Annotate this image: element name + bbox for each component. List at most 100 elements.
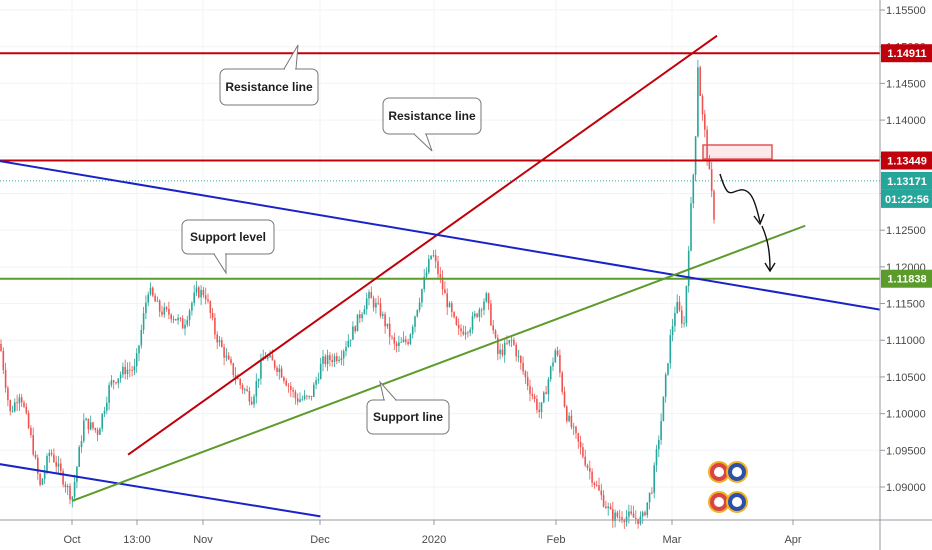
- flag-center: [732, 497, 742, 507]
- candle-body: [632, 513, 635, 518]
- candle-body: [250, 401, 253, 405]
- candle-body: [117, 378, 120, 384]
- candle-body: [416, 309, 419, 317]
- candle-body: [547, 379, 550, 395]
- event-flags[interactable]: [708, 461, 748, 513]
- candle-body: [257, 378, 260, 382]
- candle-body: [480, 309, 483, 311]
- candle-body: [538, 409, 540, 413]
- candle-body: [591, 471, 593, 483]
- candle-body: [522, 362, 524, 372]
- candle-body: [492, 325, 494, 331]
- candle-body: [140, 329, 143, 346]
- candle-body: [671, 326, 674, 336]
- candle-body: [701, 96, 704, 115]
- candle-body: [85, 418, 87, 421]
- candle-body: [515, 344, 517, 357]
- candle-body: [499, 349, 501, 354]
- candle-body: [411, 326, 414, 335]
- candle-body: [421, 289, 423, 303]
- candle-body: [531, 393, 534, 396]
- candle-body: [455, 316, 458, 325]
- candle-body: [446, 293, 448, 308]
- candle-body: [370, 292, 373, 299]
- candle-body: [651, 492, 653, 494]
- candle-body: [612, 509, 614, 522]
- candle-body: [177, 317, 179, 321]
- candle-body: [513, 339, 515, 345]
- candle-body: [78, 447, 80, 467]
- candles: [0, 59, 715, 529]
- candle-body: [103, 410, 106, 414]
- candle-body: [464, 332, 467, 335]
- candle-body: [340, 358, 343, 361]
- candle-body: [706, 129, 708, 159]
- flag-center: [732, 467, 742, 477]
- candle-body: [508, 340, 511, 344]
- forecast-arrow-2: [761, 225, 771, 271]
- trend-line: [71, 224, 806, 502]
- candle-body: [616, 512, 619, 517]
- callout-text: Resistance line: [388, 109, 476, 123]
- candle-body: [232, 363, 235, 375]
- candle-body: [377, 302, 379, 304]
- candle-body: [276, 367, 278, 373]
- candle-body: [179, 317, 182, 319]
- candle-body: [290, 386, 292, 390]
- candle-body: [563, 391, 566, 407]
- candle-body: [448, 303, 451, 308]
- candle-body: [462, 331, 465, 335]
- candle-body: [572, 426, 575, 428]
- candle-body: [451, 303, 453, 313]
- candle-body: [338, 360, 340, 362]
- candle-body: [664, 374, 667, 397]
- forecast-arrows: [719, 173, 776, 273]
- candle-body: [398, 342, 400, 346]
- economic-event-flag: [708, 491, 730, 513]
- candle-body: [319, 363, 322, 379]
- candle-body: [402, 339, 405, 342]
- y-tick-label: 1.11500: [886, 299, 925, 311]
- candle-body: [467, 332, 469, 334]
- candle-body: [662, 396, 665, 422]
- candle-body: [708, 158, 711, 170]
- candle-body: [296, 398, 299, 402]
- x-tick-label: Feb: [547, 534, 566, 546]
- candle-body: [331, 360, 333, 362]
- candle-body: [313, 384, 315, 397]
- candle-body: [267, 356, 269, 359]
- candle-body: [188, 310, 191, 321]
- candle-body: [393, 337, 396, 344]
- candle-body: [163, 307, 166, 315]
- candle-body: [628, 511, 630, 517]
- candle-body: [87, 418, 90, 430]
- candle-body: [25, 406, 28, 413]
- candle-body: [365, 298, 368, 310]
- candle-body: [326, 355, 329, 365]
- candle-body: [503, 342, 506, 356]
- candle-body: [57, 463, 60, 467]
- candle-body: [598, 485, 600, 491]
- callout-pointer: [379, 380, 397, 401]
- candle-body: [602, 495, 605, 507]
- candle-body: [469, 329, 471, 333]
- candle-body: [161, 311, 163, 315]
- candle-body: [278, 368, 281, 373]
- candle-body: [14, 402, 16, 412]
- candle-body: [575, 426, 577, 434]
- callout-text: Resistance line: [225, 80, 313, 94]
- callout-pointer: [283, 44, 299, 70]
- candle-body: [487, 293, 490, 304]
- grid: [0, 0, 880, 520]
- flag-center: [714, 467, 724, 477]
- candle-body: [517, 356, 520, 357]
- candle-body: [561, 372, 563, 392]
- candle-body: [543, 392, 545, 403]
- candle-body: [618, 516, 621, 518]
- candle-body: [142, 313, 145, 330]
- candle-body: [359, 314, 361, 319]
- candle-body: [221, 340, 223, 347]
- candle-body: [96, 429, 99, 435]
- candle-body: [46, 455, 48, 471]
